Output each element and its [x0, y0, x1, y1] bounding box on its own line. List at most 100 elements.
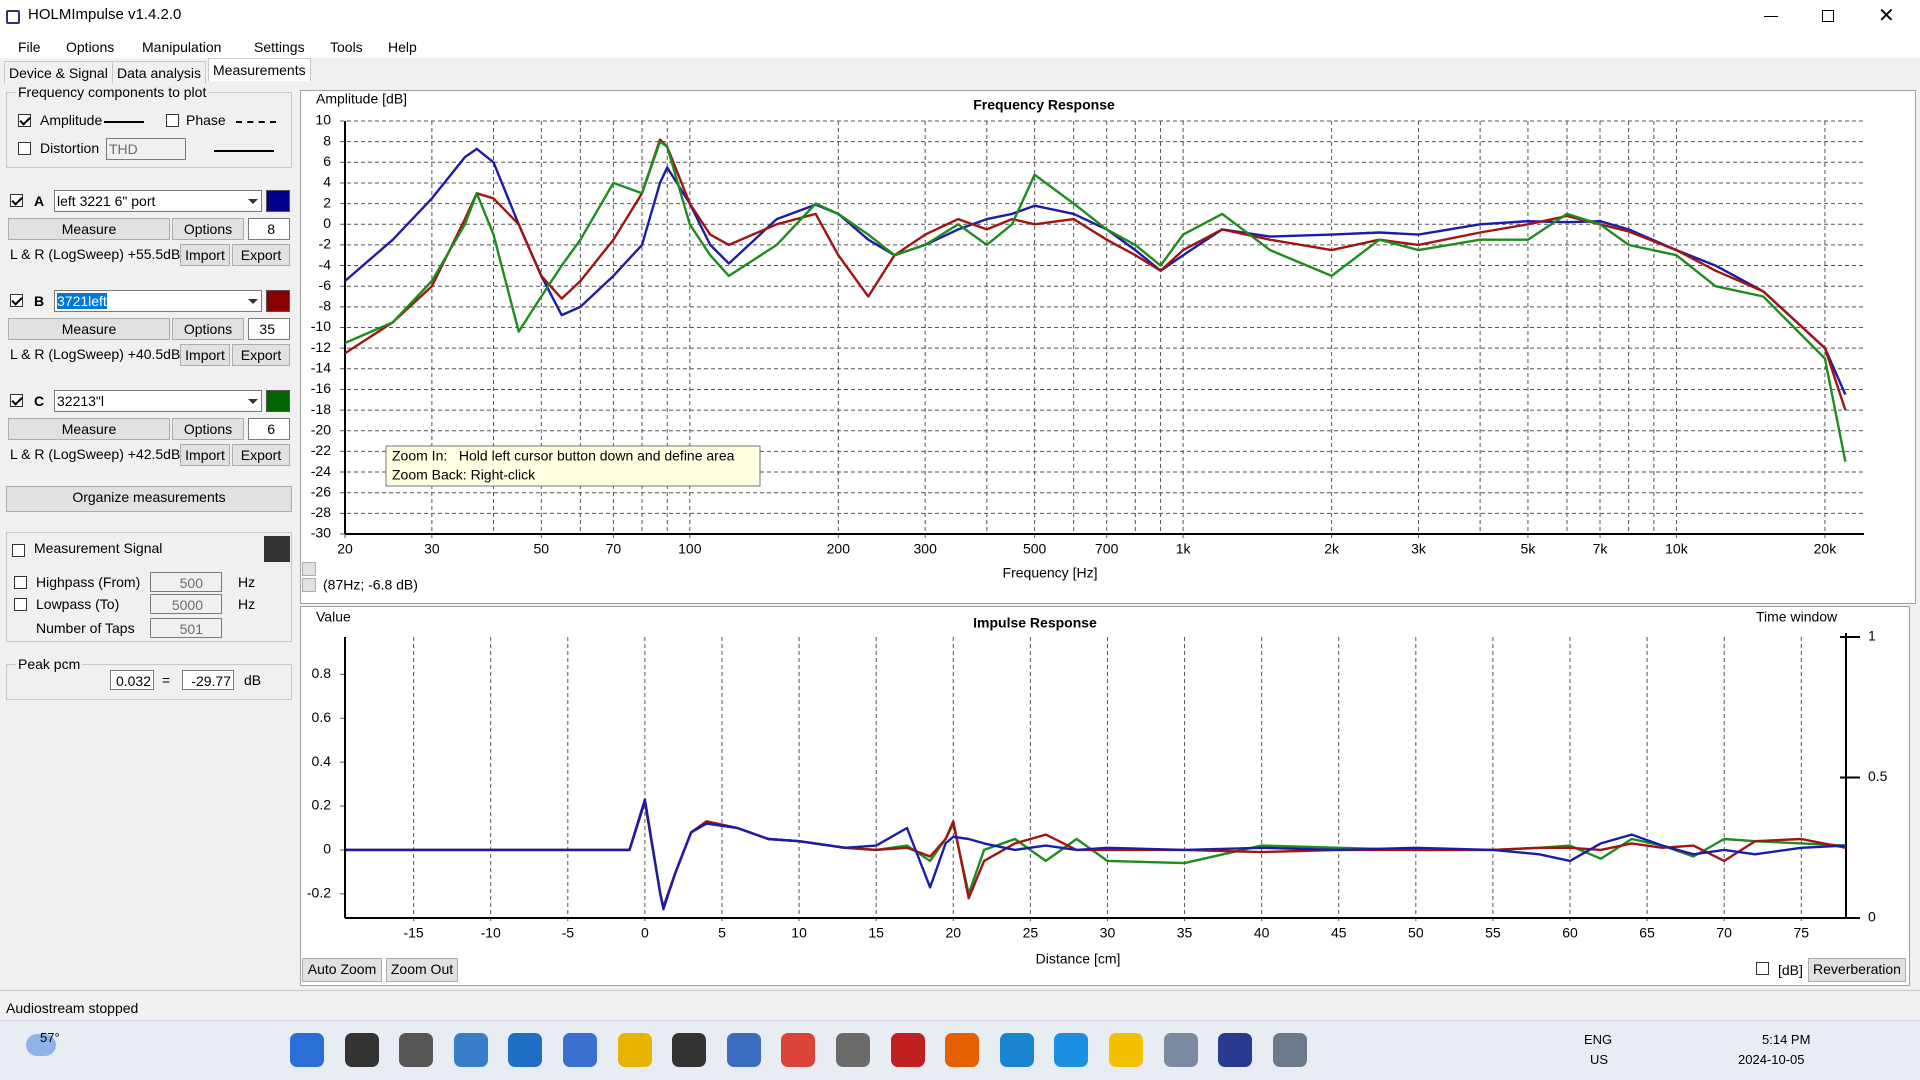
lowpass-label: Lowpass (To) [36, 596, 120, 612]
measurement-select[interactable]: left 3221 6" port [54, 190, 262, 212]
tab[interactable]: Device & Signal [4, 61, 113, 84]
checkbox[interactable] [12, 544, 25, 557]
close-button[interactable]: ✕ [1878, 5, 1895, 27]
unit: dB [244, 672, 262, 688]
tab[interactable]: Measurements [208, 58, 311, 81]
equals: = [162, 672, 171, 688]
checkbox[interactable] [14, 598, 27, 611]
color-swatch[interactable] [266, 190, 290, 212]
taskbar-app[interactable] [290, 1033, 324, 1067]
impulse-panel [300, 606, 1910, 986]
checkbox[interactable] [166, 114, 179, 127]
peak-title: Peak pcm [16, 656, 83, 672]
taskbar-app[interactable] [563, 1033, 597, 1067]
title-bar: HOLMImpulse v1.4.2.0 ✕ [0, 0, 1920, 36]
checkbox[interactable] [1756, 962, 1769, 975]
checkbox[interactable] [14, 576, 27, 589]
checkbox[interactable] [10, 294, 23, 307]
zoom-out-button[interactable]: Zoom Out [386, 958, 458, 982]
taskbar-app[interactable] [453, 1033, 488, 1067]
minimize-button[interactable] [1764, 16, 1778, 17]
color-swatch[interactable] [266, 390, 290, 412]
taps-field[interactable]: 501 [150, 618, 222, 638]
menu-item[interactable]: Manipulation [142, 39, 222, 55]
checkbox[interactable] [10, 394, 23, 407]
import-button[interactable]: Import [180, 444, 230, 466]
auto-zoom-button[interactable]: Auto Zoom [302, 958, 382, 982]
signal-swatch[interactable] [264, 536, 290, 562]
cursor-down[interactable] [302, 578, 316, 592]
measure-button[interactable]: Measure [8, 318, 170, 340]
measurement-letter: B [34, 293, 45, 309]
taskbar-app[interactable] [890, 1033, 925, 1067]
measurement-name: 32213"l [57, 393, 105, 409]
taskbar-app[interactable] [945, 1033, 980, 1067]
weather-icon [26, 1034, 56, 1056]
taskbar-app[interactable] [1163, 1033, 1198, 1067]
count-spinner[interactable]: 8 [248, 218, 290, 240]
taskbar-app[interactable] [617, 1033, 652, 1067]
measure-button[interactable]: Measure [8, 218, 170, 240]
highpass-field[interactable]: 500 [150, 572, 222, 592]
status-text: Audiostream stopped [6, 1000, 139, 1016]
distortion-select[interactable]: THD [106, 138, 186, 160]
taskbar-app[interactable] [1109, 1033, 1143, 1067]
tab[interactable]: Data analysis [112, 61, 207, 84]
taskbar-app[interactable] [1054, 1033, 1089, 1067]
menu-bar [0, 36, 1920, 58]
checkbox[interactable] [18, 114, 31, 127]
info-text: L & R (LogSweep) +42.5dB [10, 446, 181, 462]
line-sample [104, 121, 144, 123]
lowpass-field[interactable]: 5000 [150, 594, 222, 614]
reverberation-button[interactable]: Reverberation [1808, 958, 1906, 982]
info-text: L & R (LogSweep) +40.5dB [10, 346, 181, 362]
taskbar-app[interactable] [508, 1033, 543, 1067]
taskbar-app[interactable] [999, 1033, 1034, 1067]
measurement-name: left 3221 6" port [57, 193, 156, 209]
taskbar-app[interactable] [1218, 1033, 1253, 1067]
tray-time: 5:14 PM [1762, 1032, 1811, 1047]
taskbar-app[interactable] [399, 1033, 434, 1067]
menu-item[interactable]: Help [388, 39, 417, 55]
taskbar-app[interactable] [1272, 1033, 1307, 1067]
checkbox[interactable] [10, 194, 23, 207]
taskbar-app[interactable] [836, 1033, 870, 1067]
taskbar-app[interactable] [726, 1033, 761, 1067]
highpass-label: Highpass (From) [36, 574, 141, 590]
tray-language: ENG [1584, 1032, 1613, 1047]
organize-button[interactable]: Organize measurements [6, 486, 292, 512]
export-button[interactable]: Export [232, 344, 290, 366]
options-button[interactable]: Options [172, 218, 244, 240]
measurement-select[interactable]: 3721left [54, 290, 262, 312]
dropdown-arrow[interactable] [244, 291, 261, 311]
app-icon [6, 10, 20, 24]
dropdown-arrow[interactable] [244, 391, 261, 411]
menu-item[interactable]: Settings [254, 39, 305, 55]
db-label: [dB] [1778, 962, 1803, 978]
signal-frame [6, 532, 292, 642]
import-button[interactable]: Import [180, 244, 230, 266]
distortion-label: Distortion [40, 140, 100, 156]
menu-item[interactable]: Tools [330, 39, 363, 55]
checkbox[interactable] [18, 142, 31, 155]
import-button[interactable]: Import [180, 344, 230, 366]
export-button[interactable]: Export [232, 444, 290, 466]
measure-button[interactable]: Measure [8, 418, 170, 440]
color-swatch[interactable] [266, 290, 290, 312]
options-button[interactable]: Options [172, 418, 244, 440]
frequency-panel [300, 90, 1916, 604]
taskbar-app[interactable] [781, 1033, 816, 1067]
taskbar-app[interactable] [344, 1033, 379, 1067]
menu-item[interactable]: Options [66, 39, 115, 55]
options-button[interactable]: Options [172, 318, 244, 340]
count-spinner[interactable]: 35 [248, 318, 290, 340]
dropdown-arrow[interactable] [244, 191, 261, 211]
count-spinner[interactable]: 6 [248, 418, 290, 440]
export-button[interactable]: Export [232, 244, 290, 266]
taskbar-app[interactable] [672, 1033, 707, 1067]
peak-frame [6, 664, 292, 700]
measurement-select[interactable]: 32213"l [54, 390, 262, 412]
menu-item[interactable]: File [18, 39, 41, 55]
cursor-up[interactable] [302, 562, 316, 576]
restore-button[interactable] [1822, 10, 1834, 22]
